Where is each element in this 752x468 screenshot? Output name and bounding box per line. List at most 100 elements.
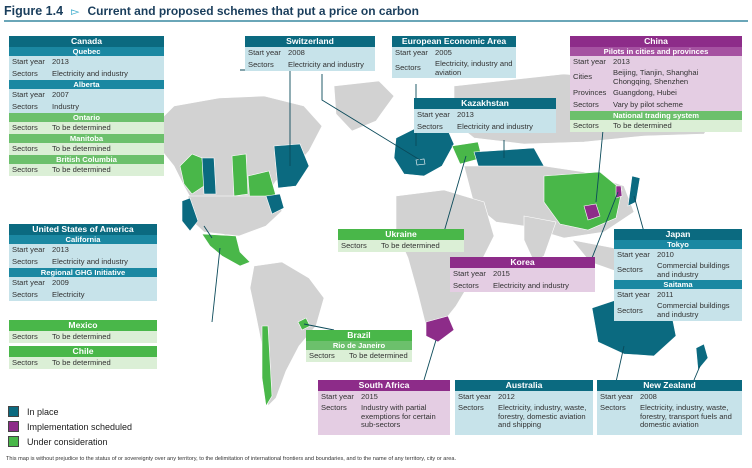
label: Sectors xyxy=(12,122,38,132)
label: Sectors xyxy=(617,265,643,275)
leader-korea xyxy=(591,191,619,259)
label: Sectors xyxy=(573,121,599,131)
value: 2013 xyxy=(52,244,69,254)
value: Electricity and industry xyxy=(457,121,533,131)
arrow-icon: ▻ xyxy=(71,5,80,18)
leader-usa xyxy=(203,225,213,239)
legend-item: Implementation scheduled xyxy=(8,419,156,434)
value: Electricity, industry, waste, forestry, … xyxy=(640,403,732,430)
ukraine-title: Ukraine xyxy=(338,229,464,240)
eea-title: European Economic Area xyxy=(392,36,516,47)
label: Sectors xyxy=(417,121,443,131)
mexico-title: Mexico xyxy=(9,320,157,331)
leader-switzerland xyxy=(321,74,421,161)
quebec-subtitle: Quebec xyxy=(9,47,164,56)
alberta-subtitle: Alberta xyxy=(9,80,164,89)
usa-california xyxy=(181,197,199,232)
value: Electricity xyxy=(52,289,85,299)
value: 2015 xyxy=(493,268,510,278)
usa-title: United States of America xyxy=(9,224,157,235)
value: 2015 xyxy=(361,391,378,401)
value: 2013 xyxy=(52,56,69,66)
leader-japan xyxy=(633,195,645,233)
label: Start year xyxy=(395,47,428,57)
label: Provinces xyxy=(573,88,607,98)
manitoba-subtitle: Manitoba xyxy=(9,134,164,143)
chile-title: Chile xyxy=(9,346,157,357)
label: Start year xyxy=(458,391,491,401)
label: Start year xyxy=(12,89,45,99)
label: Sectors xyxy=(12,256,38,266)
saitama-subtitle: Saitama xyxy=(614,280,742,290)
label: Sectors xyxy=(458,403,484,412)
label: Sectors xyxy=(12,289,38,299)
rio-subtitle: Rio de Janeiro xyxy=(306,341,412,350)
label: Sectors xyxy=(395,63,421,73)
value: Industry with partial exemptions for cer… xyxy=(361,403,436,430)
brazil-title: Brazil xyxy=(306,330,412,341)
value: Electricity and industry xyxy=(52,256,128,266)
bc-subtitle: British Columbia xyxy=(9,155,164,164)
mexico-land xyxy=(201,233,251,267)
label: Sectors xyxy=(600,403,626,412)
value: 2010 xyxy=(657,249,674,259)
label: Start year xyxy=(12,277,45,287)
label: Start year xyxy=(12,244,45,254)
value: Beijing, Tianjin, Shanghai Chongqing, Sh… xyxy=(613,68,699,86)
leader-nz xyxy=(693,365,701,381)
south-africa-land xyxy=(425,315,455,343)
label: Sectors xyxy=(309,350,335,360)
legend-label: Under consideration xyxy=(27,436,108,447)
label: Sectors xyxy=(12,143,38,153)
greenland-land xyxy=(333,80,395,132)
chile-info-box: Chile Sectors To be determined xyxy=(9,346,157,369)
label: Sectors xyxy=(12,331,38,341)
label: Start year xyxy=(573,56,606,66)
value: Guangdong, Hubei xyxy=(613,88,677,98)
value: To be determined xyxy=(52,331,111,341)
canada-quebec xyxy=(273,143,310,189)
legend-label: In place xyxy=(27,406,59,417)
usa-info-box: United States of America California Star… xyxy=(9,224,157,301)
label: Sectors xyxy=(12,164,38,174)
ontario-subtitle: Ontario xyxy=(9,113,164,122)
new-zealand-title: New Zealand xyxy=(597,380,742,391)
figure-title: Current and proposed schemes that put a … xyxy=(87,4,419,18)
rggi-subtitle: Regional GHG Initiative xyxy=(9,268,157,277)
korea-title: Korea xyxy=(450,257,595,268)
label: Start year xyxy=(321,391,354,401)
label: Sectors xyxy=(573,100,599,110)
value: To be determined xyxy=(613,121,672,131)
value: To be determined xyxy=(381,240,440,250)
japan-land xyxy=(627,175,641,207)
label: Start year xyxy=(617,249,650,259)
leader-australia xyxy=(615,345,625,383)
new-zealand-info-box: New Zealand Start year 2008 Sectors Electr… xyxy=(597,380,742,435)
label: Start year xyxy=(617,290,650,300)
legend-item: Under consideration xyxy=(8,434,156,449)
value: Electricity, industry, waste, forestry, … xyxy=(498,403,587,430)
value: Electricity and industry xyxy=(52,68,128,78)
label: Start year xyxy=(417,109,450,119)
leader-brazil xyxy=(303,323,335,331)
label: Sectors xyxy=(12,101,38,111)
label: Sectors xyxy=(453,280,479,290)
label: Start year xyxy=(600,391,633,401)
label: Sectors xyxy=(341,240,367,250)
label: Sectors xyxy=(12,357,38,367)
value: 2008 xyxy=(640,391,657,401)
value: Electricity and industry xyxy=(493,280,569,290)
china-pilots xyxy=(583,203,601,221)
leader-mexico xyxy=(211,247,221,323)
leader-sa xyxy=(423,339,437,381)
label: Start year xyxy=(453,268,486,278)
south-africa-title: South Africa xyxy=(318,380,450,391)
value: To be determined xyxy=(52,122,111,132)
legend-swatch xyxy=(8,436,19,447)
eea-info-box: European Economic Area Start year 2005 Se… xyxy=(392,36,516,79)
value: Vary by pilot scheme xyxy=(613,100,683,110)
leader-china xyxy=(595,119,605,203)
figure-number: Figure 1.4 xyxy=(4,4,64,18)
tokyo-subtitle: Tokyo xyxy=(614,240,742,249)
label: Sectors xyxy=(617,305,643,315)
